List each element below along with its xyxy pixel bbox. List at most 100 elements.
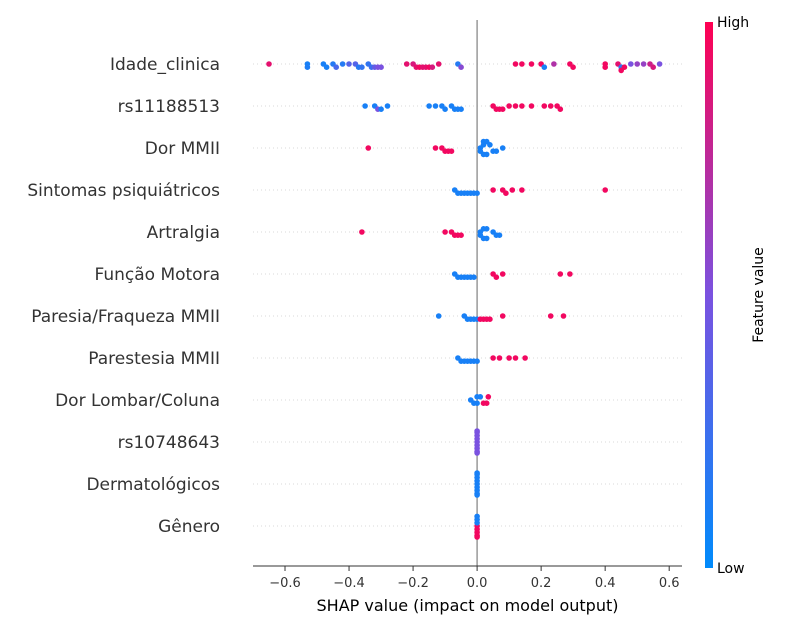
shap-point bbox=[490, 187, 496, 193]
shap-point bbox=[496, 232, 503, 238]
shap-point bbox=[442, 229, 448, 235]
colorbar-high-label: High bbox=[717, 15, 749, 31]
shap-point bbox=[519, 103, 525, 109]
shap-point bbox=[458, 232, 464, 238]
shap-point bbox=[499, 145, 506, 151]
shap-point bbox=[474, 400, 480, 407]
shap-point bbox=[266, 61, 272, 67]
shap-point bbox=[499, 106, 506, 112]
shap-point bbox=[506, 103, 512, 109]
shap-point bbox=[618, 67, 624, 74]
shap-point bbox=[435, 61, 442, 67]
shap-point bbox=[560, 313, 567, 319]
shap-point bbox=[650, 64, 656, 70]
shap-point bbox=[547, 103, 554, 109]
shap-point bbox=[551, 61, 557, 67]
shap-point bbox=[506, 355, 512, 361]
shap-point bbox=[512, 355, 519, 361]
x-tick-label: 0.0 bbox=[467, 576, 488, 591]
feature-label: Idade_clinica bbox=[110, 55, 220, 75]
shap-point bbox=[557, 106, 564, 112]
shap-point bbox=[474, 534, 480, 540]
shap-point bbox=[435, 313, 442, 319]
shap-point bbox=[496, 355, 503, 361]
shap-point bbox=[483, 151, 490, 158]
shap-point bbox=[570, 64, 576, 70]
x-tick-label: 0.2 bbox=[531, 576, 552, 591]
feature-label: Função Motora bbox=[94, 265, 220, 285]
shap-point bbox=[483, 226, 490, 232]
shap-point bbox=[656, 61, 663, 67]
x-tick-label: −0.4 bbox=[333, 576, 365, 591]
shap-point bbox=[429, 64, 436, 70]
feature-label: Dor MMII bbox=[145, 139, 220, 159]
shap-point bbox=[323, 64, 330, 70]
shap-point bbox=[474, 190, 480, 196]
shap-point bbox=[442, 106, 448, 112]
points-layer bbox=[266, 61, 663, 540]
shap-point bbox=[487, 316, 493, 323]
x-axis-label: SHAP value (impact on model output) bbox=[317, 596, 619, 615]
shap-point bbox=[474, 450, 480, 456]
shap-point bbox=[528, 61, 535, 67]
shap-point bbox=[333, 64, 340, 70]
shap-point bbox=[528, 103, 535, 109]
shap-point bbox=[432, 103, 439, 109]
shap-point bbox=[522, 355, 528, 361]
feature-label: Dermatológicos bbox=[86, 475, 220, 495]
colorbar-title: Feature value bbox=[751, 247, 767, 343]
shap-point bbox=[634, 61, 640, 67]
feature-label: Artralgia bbox=[147, 223, 220, 243]
shap-point bbox=[365, 145, 372, 151]
shap-point bbox=[541, 103, 548, 109]
shap-point bbox=[628, 61, 634, 67]
shap-point bbox=[493, 148, 500, 154]
shap-point bbox=[602, 187, 608, 193]
shap-point bbox=[490, 355, 496, 361]
shap-point bbox=[499, 313, 506, 319]
shap-point bbox=[509, 187, 516, 193]
x-tick-label: 0.4 bbox=[595, 576, 616, 591]
shap-point bbox=[458, 106, 464, 112]
colorbar bbox=[705, 22, 713, 568]
feature-label: rs11188513 bbox=[118, 97, 220, 117]
shap-point bbox=[474, 513, 480, 520]
shap-point bbox=[487, 142, 493, 148]
shap-point bbox=[359, 64, 365, 70]
shap-point bbox=[541, 64, 548, 70]
shap-point bbox=[471, 274, 477, 281]
shap-point bbox=[359, 229, 365, 235]
shap-point bbox=[403, 61, 410, 67]
shap-point bbox=[519, 187, 525, 193]
shap-point bbox=[458, 64, 464, 70]
feature-labels: Idade_clinica rs11188513 Dor MMII Sintomas … bbox=[27, 55, 220, 537]
shap-point bbox=[474, 492, 480, 498]
shap-point bbox=[512, 103, 519, 109]
x-tick-label: −0.2 bbox=[397, 576, 429, 591]
shap-point bbox=[474, 428, 480, 434]
x-tick-label: −0.6 bbox=[269, 576, 301, 591]
shap-point bbox=[432, 145, 439, 151]
feature-label: Paresia/Fraqueza MMII bbox=[31, 307, 220, 327]
shap-point bbox=[378, 106, 384, 112]
shap-point bbox=[512, 61, 519, 67]
feature-label: Gênero bbox=[158, 517, 220, 537]
shap-point bbox=[474, 470, 480, 476]
shap-point bbox=[602, 64, 608, 70]
colorbar-low-label: Low bbox=[717, 561, 745, 577]
shap-point bbox=[346, 61, 352, 67]
shap-point bbox=[547, 313, 554, 319]
shap-point bbox=[557, 271, 564, 277]
shap-point bbox=[503, 190, 509, 196]
shap-point bbox=[483, 235, 490, 242]
shap-point bbox=[378, 64, 384, 70]
shap-point bbox=[483, 400, 490, 407]
shap-point bbox=[640, 61, 647, 67]
shap-point bbox=[477, 394, 484, 400]
shap-point bbox=[474, 358, 480, 365]
feature-label: Sintomas psiquiátricos bbox=[27, 181, 220, 201]
shap-point bbox=[362, 103, 368, 109]
feature-label: Dor Lombar/Coluna bbox=[55, 391, 220, 411]
x-tick-label: 0.6 bbox=[659, 576, 680, 591]
